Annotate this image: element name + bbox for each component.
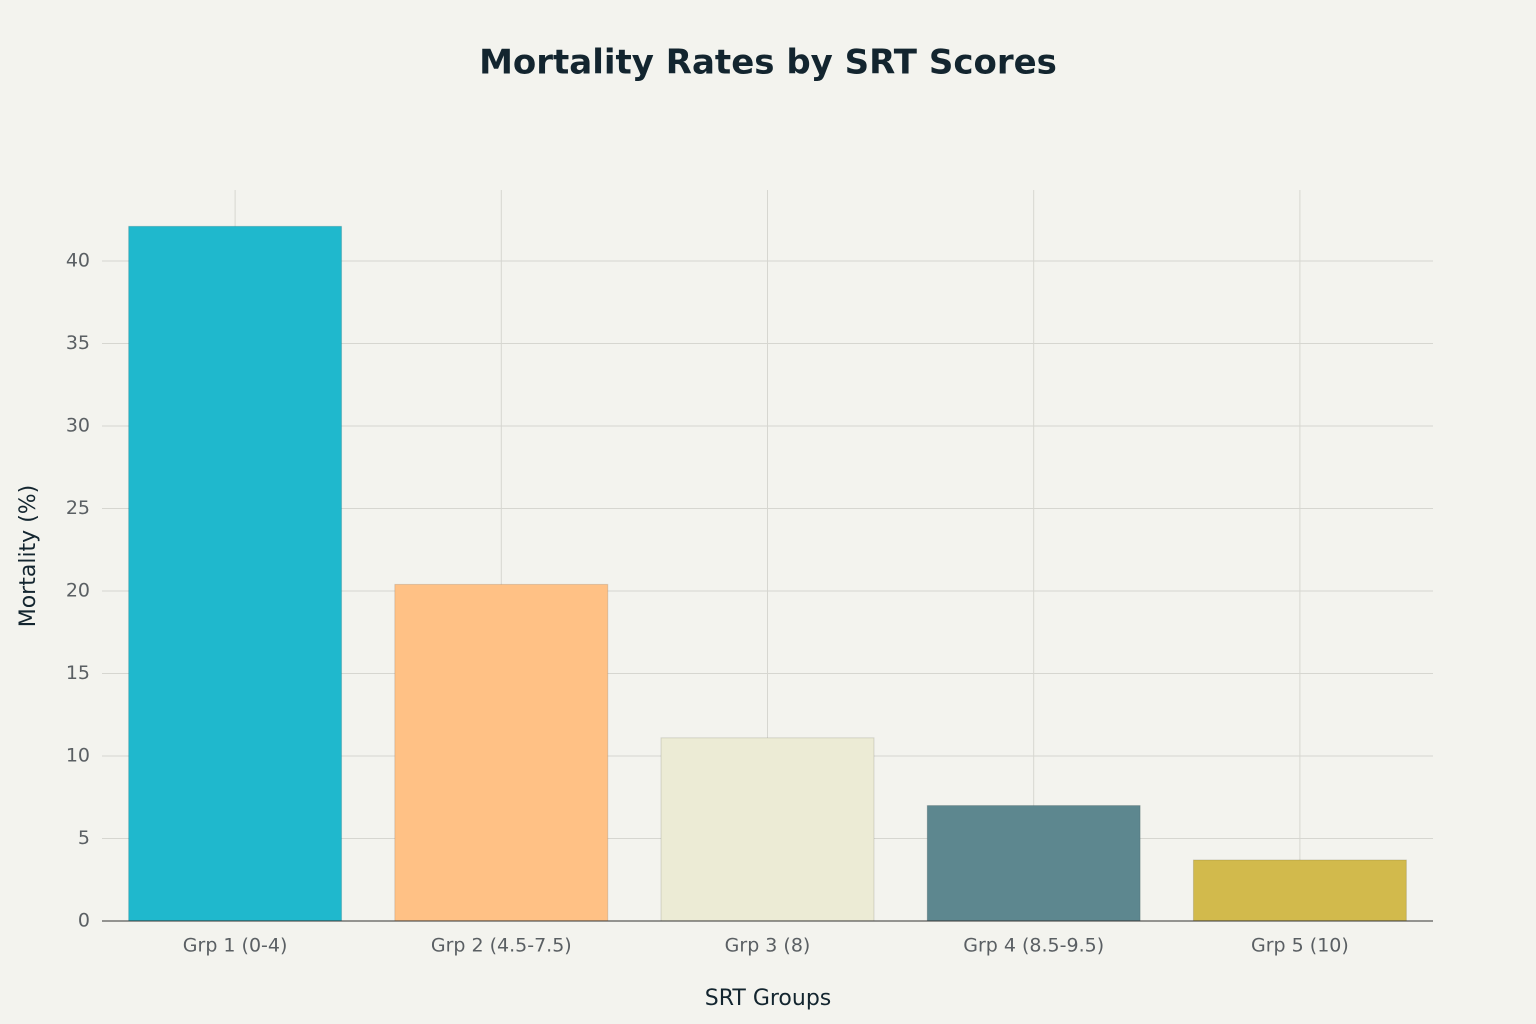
x-tick-label: Grp 2 (4.5-7.5) bbox=[431, 935, 572, 957]
x-tick-label: Grp 3 (8) bbox=[725, 935, 811, 957]
y-tick-label: 20 bbox=[66, 579, 90, 601]
x-tick-label: Grp 1 (0-4) bbox=[183, 935, 288, 957]
x-axis-title: SRT Groups bbox=[705, 986, 832, 1011]
y-tick-label: 15 bbox=[66, 662, 90, 684]
bar bbox=[394, 583, 609, 922]
y-tick-label: 0 bbox=[78, 910, 90, 932]
y-tick-label: 35 bbox=[66, 332, 90, 354]
y-tick-label: 5 bbox=[78, 827, 90, 849]
y-tick-label: 40 bbox=[66, 249, 90, 271]
x-tick-label: Grp 4 (8.5-9.5) bbox=[963, 935, 1104, 957]
bar bbox=[128, 225, 343, 922]
y-axis-title: Mortality (%) bbox=[16, 485, 41, 628]
bar bbox=[1192, 859, 1407, 922]
y-tick-label: 25 bbox=[66, 497, 90, 519]
y-tick-label: 30 bbox=[66, 414, 90, 436]
y-tick-label: 10 bbox=[66, 744, 90, 766]
bar bbox=[926, 804, 1141, 922]
x-tick-label: Grp 5 (10) bbox=[1251, 935, 1349, 957]
chart-title: Mortality Rates by SRT Scores bbox=[479, 43, 1057, 83]
bar bbox=[660, 737, 875, 922]
